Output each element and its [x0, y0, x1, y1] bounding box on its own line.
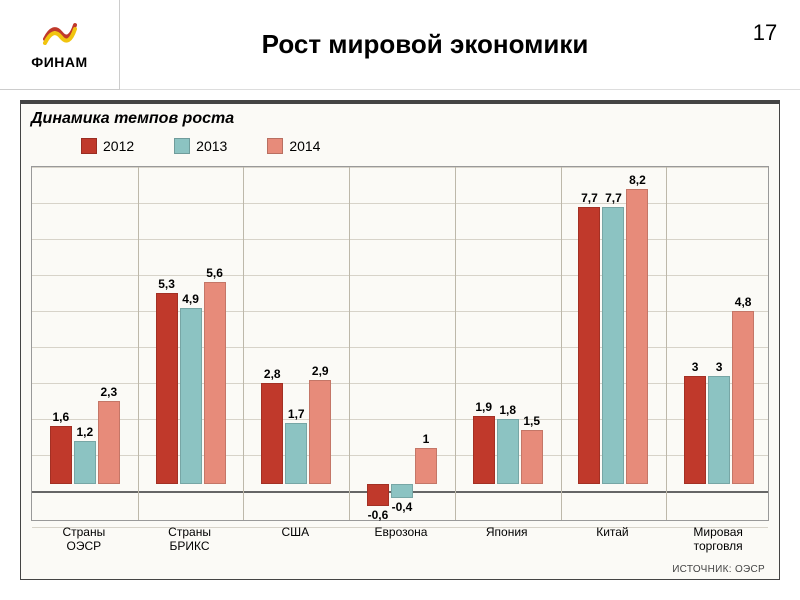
plot-area: 1,61,22,35,34,95,62,81,72,9-0,6-0,411,91…: [31, 166, 769, 521]
bar-group: 7,77,78,2: [561, 167, 667, 520]
bar-value-label: 1,5: [512, 414, 552, 428]
bar: -0,6: [367, 160, 389, 520]
bar: 1,6: [50, 160, 72, 520]
x-axis-label: Мировая торговля: [693, 525, 742, 554]
page-title: Рост мировой экономики: [120, 29, 730, 60]
legend-swatch: [267, 138, 283, 154]
bar-fill: [156, 293, 178, 484]
bar-group: 1,91,81,5: [455, 167, 561, 520]
bar: 1,7: [285, 160, 307, 520]
bar: 3: [684, 160, 706, 520]
chart-source: ИСТОЧНИК: ОЭСР: [672, 564, 765, 575]
legend-item-2014: 2014: [267, 138, 320, 154]
bar-fill: [309, 380, 331, 484]
x-axis-labels: Страны ОЭСР Страны БРИКС США Еврозона Япония…: [31, 525, 769, 561]
x-axis-label: Япония: [486, 525, 528, 539]
logo: ФИНАМ: [0, 0, 120, 90]
bar: 1: [415, 160, 437, 520]
bar-fill: [732, 311, 754, 484]
bar: 1,9: [473, 160, 495, 520]
bar: 1,5: [521, 160, 543, 520]
bar-fill: [74, 441, 96, 484]
bar-value-label: 2,9: [300, 364, 340, 378]
bar: 7,7: [578, 160, 600, 520]
bar: 3: [708, 160, 730, 520]
bar: 2,8: [261, 160, 283, 520]
page-number: 17: [730, 0, 800, 46]
x-axis-label: США: [281, 525, 309, 539]
bar-fill: [204, 282, 226, 484]
bar-fill: [415, 448, 437, 484]
logo-text: ФИНАМ: [31, 54, 87, 70]
bar-fill: [684, 376, 706, 484]
legend: 2012 2013 2014: [81, 138, 320, 154]
header: ФИНАМ Рост мировой экономики 17: [0, 0, 800, 90]
bar-group: 5,34,95,6: [138, 167, 244, 520]
bar-value-label: 1: [406, 432, 446, 446]
chart-container: Динамика темпов роста 2012 2013 2014 1,6…: [20, 100, 780, 580]
bar: 7,7: [602, 160, 624, 520]
bar-value-label: 8,2: [617, 173, 657, 187]
bar-fill: [602, 207, 624, 484]
bar: -0,4: [391, 160, 413, 520]
bar-value-label: 2,3: [89, 385, 129, 399]
legend-label: 2012: [103, 138, 134, 154]
bar: 8,2: [626, 160, 648, 520]
logo-icon: [43, 19, 77, 50]
bar-fill: [98, 401, 120, 484]
bar-group: 1,61,22,3: [32, 167, 138, 520]
bar-fill: [578, 207, 600, 484]
bar: 1,2: [74, 160, 96, 520]
bar-fill: [626, 189, 648, 484]
bar-fill: [391, 484, 413, 498]
legend-item-2013: 2013: [174, 138, 227, 154]
bar: 5,6: [204, 160, 226, 520]
bar-fill: [521, 430, 543, 484]
bar-fill: [473, 416, 495, 484]
legend-swatch: [174, 138, 190, 154]
bar: 5,3: [156, 160, 178, 520]
bar: 2,9: [309, 160, 331, 520]
chart-title: Динамика темпов роста: [31, 110, 234, 128]
legend-item-2012: 2012: [81, 138, 134, 154]
bar-fill: [497, 419, 519, 484]
bar-value-label: 4,8: [723, 295, 763, 309]
bar-fill: [708, 376, 730, 484]
bar: 2,3: [98, 160, 120, 520]
bar-group: 334,8: [666, 167, 772, 520]
legend-label: 2013: [196, 138, 227, 154]
legend-swatch: [81, 138, 97, 154]
bar-group: -0,6-0,41: [349, 167, 455, 520]
bar: 4,9: [180, 160, 202, 520]
x-axis-label: Еврозона: [375, 525, 428, 539]
bar-value-label: 5,6: [195, 266, 235, 280]
x-axis-label: Китай: [596, 525, 628, 539]
bar: 1,8: [497, 160, 519, 520]
bar-fill: [180, 308, 202, 484]
bar: 4,8: [732, 160, 754, 520]
x-axis-label: Страны ОЭСР: [62, 525, 105, 554]
x-axis-label: Страны БРИКС: [168, 525, 211, 554]
legend-label: 2014: [289, 138, 320, 154]
bar-fill: [261, 383, 283, 484]
bar-fill: [285, 423, 307, 484]
bar-group: 2,81,72,9: [243, 167, 349, 520]
